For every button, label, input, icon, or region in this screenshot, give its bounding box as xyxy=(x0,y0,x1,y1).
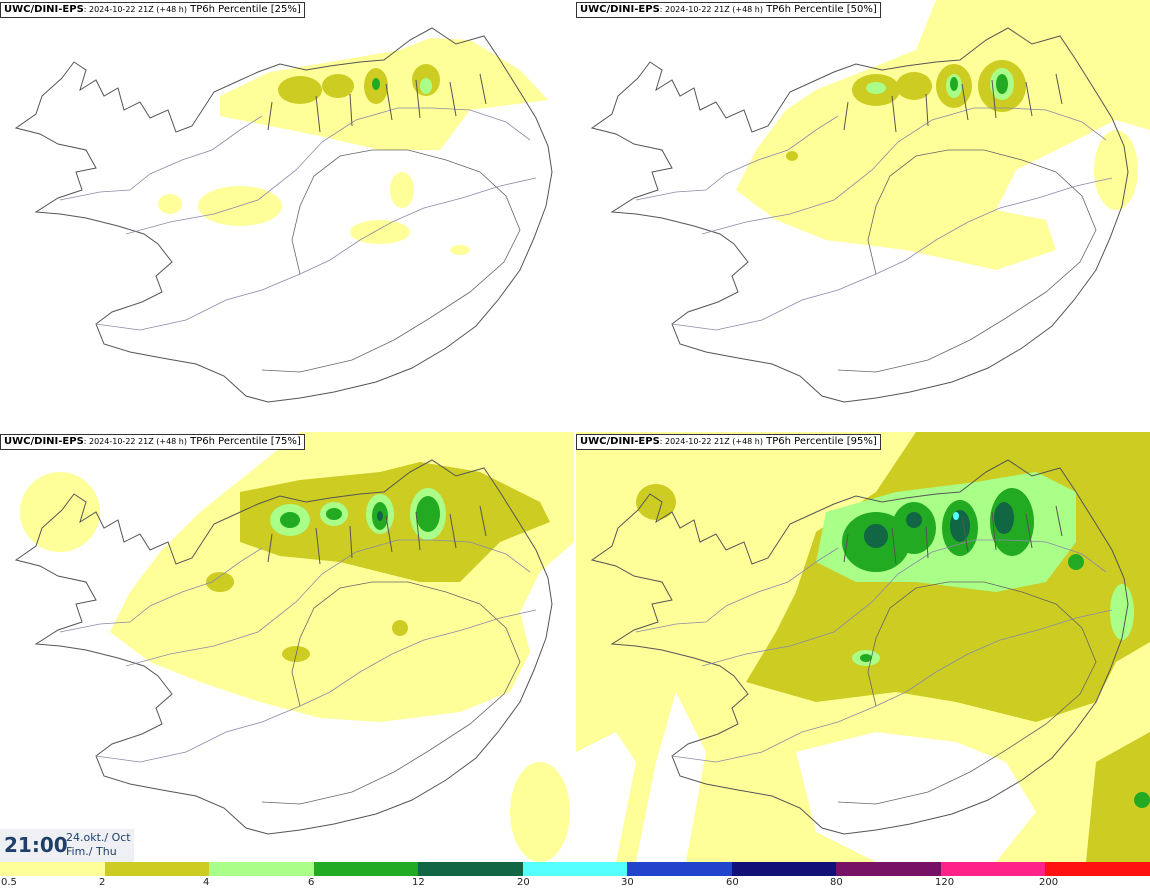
legend-tick-label: 60 xyxy=(726,877,739,888)
legend-swatch xyxy=(1045,862,1150,876)
map-panel-p95: UWC/DINI-EPS: 2024-10-22 21Z (+48 h) TP6… xyxy=(576,432,1150,862)
legend-tick-label: 6 xyxy=(308,877,315,888)
panel-title: UWC/DINI-EPS: 2024-10-22 21Z (+48 h) TP6… xyxy=(576,2,881,18)
legend-tick-label: 4 xyxy=(203,877,210,888)
legend-swatch xyxy=(522,862,629,876)
field-name: TP6h Percentile [75%] xyxy=(186,436,301,447)
valid-date-label: 24.okt./ Oct xyxy=(66,831,131,844)
map-panel-p50: UWC/DINI-EPS: 2024-10-22 21Z (+48 h) TP6… xyxy=(576,0,1150,430)
legend-tick-label: 20 xyxy=(517,877,530,888)
map-panel-p75: UWC/DINI-EPS: 2024-10-22 21Z (+48 h) TP6… xyxy=(0,432,574,862)
panel-title: UWC/DINI-EPS: 2024-10-22 21Z (+48 h) TP6… xyxy=(0,2,305,18)
color-legend: 0.5 2 4 6 12 20 30 60 80 120 200 xyxy=(0,862,1150,891)
legend-tick-label: 80 xyxy=(830,877,843,888)
legend-tick-label: 200 xyxy=(1039,877,1059,888)
legend-swatch xyxy=(418,862,525,876)
precip-field xyxy=(576,432,1150,862)
legend-swatch xyxy=(731,862,838,876)
model-name: UWC/DINI-EPS xyxy=(4,436,84,447)
field-name: TP6h Percentile [25%] xyxy=(186,4,301,15)
legend-tick-label: 30 xyxy=(621,877,634,888)
legend-swatch xyxy=(836,862,943,876)
panel-title: UWC/DINI-EPS: 2024-10-22 21Z (+48 h) TP6… xyxy=(0,434,305,450)
legend-swatch xyxy=(627,862,734,876)
legend-swatch xyxy=(209,862,316,876)
field-name: TP6h Percentile [95%] xyxy=(762,436,877,447)
field-name: TP6h Percentile [50%] xyxy=(762,4,877,15)
panel-title: UWC/DINI-EPS: 2024-10-22 21Z (+48 h) TP6… xyxy=(576,434,881,450)
valid-time-box: 21:00 24.okt./ Oct Fim./ Thu xyxy=(0,829,134,862)
model-name: UWC/DINI-EPS xyxy=(580,436,660,447)
precip-map xyxy=(591,0,1150,403)
precip-map xyxy=(15,432,574,862)
run-time: : 2024-10-22 21Z (+48 h) xyxy=(659,437,763,446)
valid-date: 24.okt./ Oct Fim./ Thu xyxy=(66,831,131,859)
precip-field xyxy=(20,432,574,862)
legend-swatch xyxy=(313,862,420,876)
run-time: : 2024-10-22 21Z (+48 h) xyxy=(83,437,187,446)
legend-swatch xyxy=(0,862,106,876)
valid-day-label: Fim./ Thu xyxy=(66,845,117,858)
precip-field xyxy=(158,38,548,255)
valid-time: 21:00 xyxy=(4,833,68,857)
legend-tick-label: 12 xyxy=(412,877,425,888)
legend-swatch xyxy=(104,862,211,876)
model-name: UWC/DINI-EPS xyxy=(4,4,84,15)
run-time: : 2024-10-22 21Z (+48 h) xyxy=(659,5,763,14)
precip-map xyxy=(15,27,553,403)
legend-tick-label: 2 xyxy=(99,877,106,888)
precip-map xyxy=(576,432,1150,862)
model-name: UWC/DINI-EPS xyxy=(580,4,660,15)
legend-tick-label: 0.5 xyxy=(1,877,17,888)
legend-tick-label: 120 xyxy=(935,877,955,888)
panel-divider-horizontal xyxy=(0,430,1150,432)
precip-field xyxy=(736,0,1150,270)
map-panel-p25: UWC/DINI-EPS: 2024-10-22 21Z (+48 h) TP6… xyxy=(0,0,574,430)
run-time: : 2024-10-22 21Z (+48 h) xyxy=(83,5,187,14)
legend-swatch xyxy=(940,862,1047,876)
